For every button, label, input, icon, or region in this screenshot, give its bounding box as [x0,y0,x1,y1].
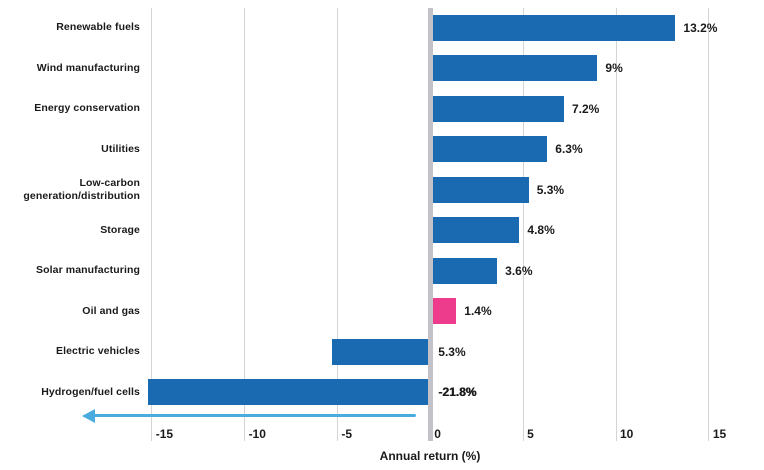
value-label-hydrogen-fuel-cells: -21.8% [438,385,477,399]
zero-axis-line [427,8,433,441]
value-label-wind-manufacturing: 9% [605,61,623,75]
category-label-oil-and-gas: Oil and gas [82,304,140,317]
bar-utilities [430,136,548,162]
x-axis-title: Annual return (%) [379,449,481,463]
x-tick-label: 10 [620,427,634,441]
x-tick-label: -15 [155,427,174,441]
category-label-electric-vehicles: Electric vehicles [55,345,140,357]
bar-renewable-fuels [430,14,676,41]
gridline [336,8,338,441]
gridline [244,8,246,441]
bar-low-carbon-generation-distribution [430,176,529,203]
x-tick-label: 15 [712,427,727,441]
category-label-wind-manufacturing: Wind manufacturing [36,61,140,74]
category-label-energy-conservation: Energy conservation [34,102,140,114]
category-label-low-carbon-generation-distribution: Low-carbon generation/distribution [23,176,140,202]
value-label-utilities: 6.3% [555,142,583,156]
bar-hydrogen-fuel-cells [148,379,431,405]
value-label-oil-and-gas: 1.4% [464,304,492,318]
value-label-renewable-fuels: 13.2% [683,20,718,35]
value-label-solar-manufacturing: 3.6% [505,263,533,278]
category-label-utilities: Utilities [101,142,140,155]
category-label-storage: Storage [100,223,140,236]
value-label-storage: 4.8% [527,223,555,237]
value-label-electric-vehicles: 5.3% [438,344,466,359]
category-label-solar-manufacturing: Solar manufacturing [36,264,140,276]
category-label-renewable-fuels: Renewable fuels [56,21,140,33]
value-label-energy-conservation: 7.2% [572,101,600,116]
x-tick-label: 5 [527,427,534,441]
value-label-low-carbon-generation-distribution: 5.3% [536,182,565,197]
category-label-hydrogen-fuel-cells: Hydrogen/fuel cells [41,385,140,398]
x-tick-label: -10 [248,427,266,441]
bar-solar-manufacturing [430,257,498,284]
axis-overflow-arrow [88,414,416,417]
bar-oil-and-gas [430,298,457,324]
bar-wind-manufacturing [430,55,598,81]
gridline [151,8,153,441]
bar-energy-conservation [430,95,564,122]
left-arrowhead-icon [82,408,95,423]
bar-electric-vehicles [331,338,431,365]
gridline [615,8,617,441]
gridline [708,8,710,441]
x-tick-label: -5 [341,427,353,441]
gridline [522,8,524,441]
x-tick-label: 0 [434,427,441,441]
bar-storage [430,217,520,243]
